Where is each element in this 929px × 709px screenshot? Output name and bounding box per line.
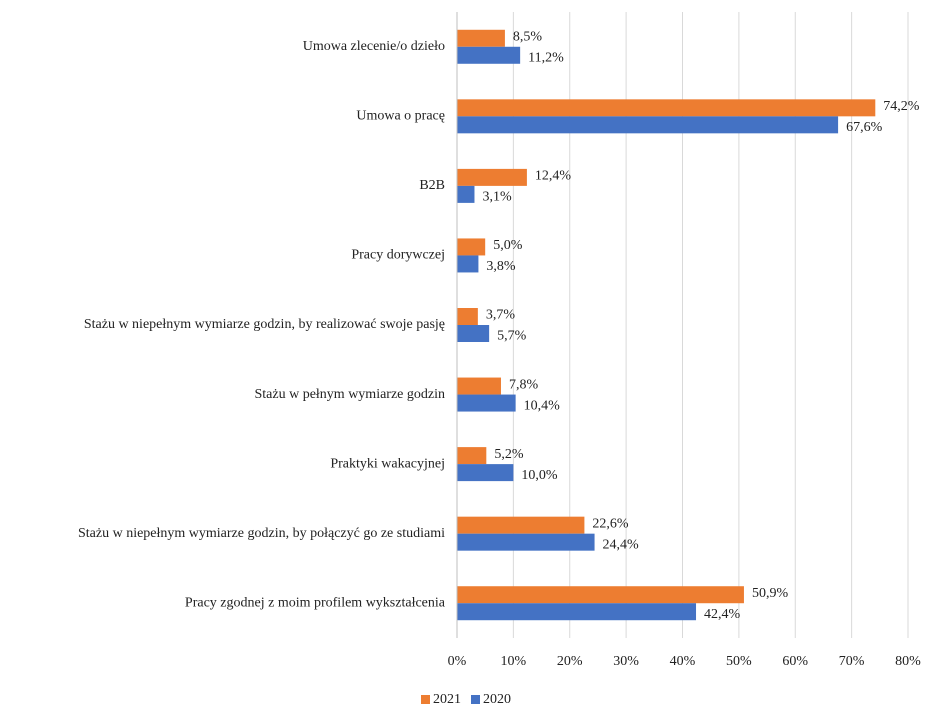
data-label: 3,7%: [486, 308, 516, 323]
bar: [457, 516, 585, 534]
data-label: 50,9%: [752, 586, 789, 601]
bar: [457, 325, 490, 342]
y-tick-label: Stażu w niepełnym wymiarze godzin, by po…: [78, 526, 445, 541]
bar: [457, 447, 487, 465]
y-tick-label: Pracy zgodnej z moim profilem wykształce…: [185, 595, 446, 610]
data-label: 22,6%: [592, 516, 629, 531]
bar: [457, 255, 479, 273]
bar: [457, 586, 744, 604]
y-tick-label: Praktyki wakacyjnej: [330, 456, 445, 471]
bar: [457, 46, 521, 64]
bar: [457, 185, 475, 203]
bar: [457, 99, 876, 117]
bar: [457, 464, 514, 482]
legend-swatch: [471, 695, 480, 704]
bar: [457, 238, 486, 256]
data-label: 3,8%: [486, 259, 516, 274]
x-tick-label: 70%: [839, 654, 865, 669]
bar: [457, 603, 697, 621]
y-tick-label: Pracy dorywczej: [351, 248, 445, 263]
bar: [457, 394, 516, 412]
data-label: 3,1%: [482, 190, 512, 205]
data-label: 5,0%: [493, 238, 523, 253]
legend-label: 2021: [433, 692, 461, 707]
bar: [457, 308, 478, 325]
x-tick-label: 0%: [448, 654, 467, 669]
data-label: 8,5%: [513, 29, 543, 44]
bar: [457, 116, 839, 134]
legend-swatch: [421, 695, 430, 704]
x-tick-label: 20%: [557, 654, 583, 669]
x-tick-label: 30%: [613, 654, 639, 669]
y-tick-label: Stażu w niepełnym wymiarze godzin, by re…: [84, 317, 445, 332]
data-label: 12,4%: [535, 169, 572, 184]
data-label: 74,2%: [883, 99, 920, 114]
x-tick-label: 40%: [670, 654, 696, 669]
bar: [457, 29, 505, 47]
data-label: 5,7%: [497, 329, 527, 344]
data-label: 10,4%: [524, 398, 561, 413]
y-tick-label: Stażu w pełnym wymiarze godzin: [254, 387, 445, 402]
data-label: 7,8%: [509, 377, 539, 392]
data-label: 5,2%: [494, 447, 524, 462]
data-label: 11,2%: [528, 50, 564, 65]
x-tick-label: 80%: [895, 654, 921, 669]
data-label: 42,4%: [704, 607, 741, 622]
data-label: 24,4%: [603, 537, 640, 552]
bar: [457, 168, 527, 186]
data-label: 67,6%: [846, 120, 883, 135]
data-label: 10,0%: [521, 468, 558, 483]
x-tick-label: 50%: [726, 654, 752, 669]
y-tick-label: Umowa zlecenie/o dzieło: [303, 39, 445, 54]
x-tick-label: 10%: [501, 654, 527, 669]
x-tick-label: 60%: [782, 654, 808, 669]
legend-label: 2020: [483, 692, 511, 707]
bar: [457, 377, 501, 395]
bar: [457, 533, 595, 551]
y-tick-label: Umowa o pracę: [356, 109, 445, 124]
y-tick-label: B2B: [419, 178, 445, 193]
